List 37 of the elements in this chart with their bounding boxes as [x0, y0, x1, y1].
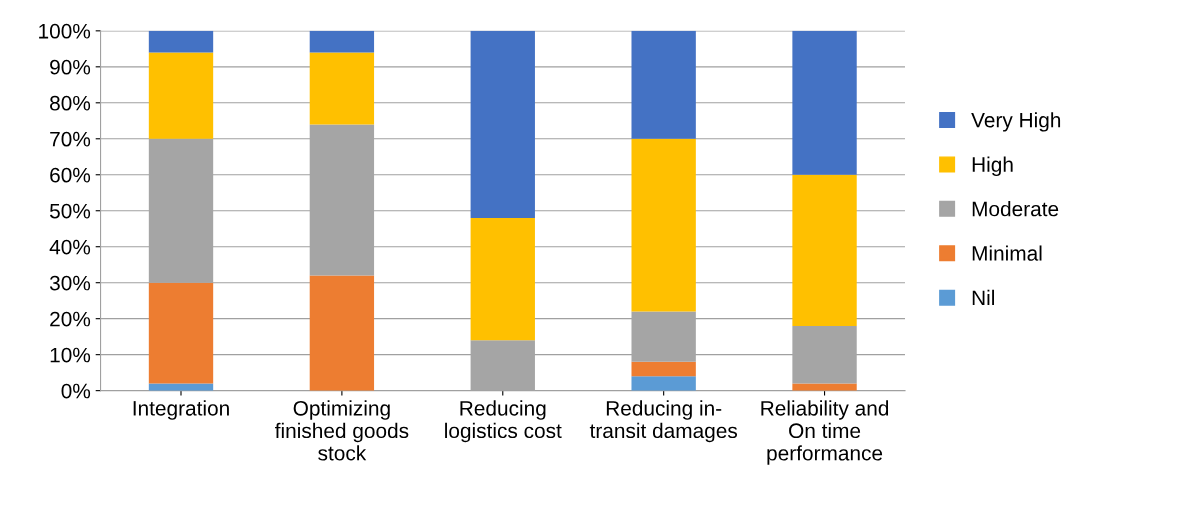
y-tick-label: 80% — [50, 95, 91, 111]
x-tick-label: Reducing in-transit damages — [589, 400, 738, 443]
bar — [631, 361, 696, 377]
legend-label: Nil — [972, 289, 994, 305]
bar — [148, 383, 214, 391]
x-tick-label: Optimizing finished goods stock — [275, 400, 409, 461]
y-tick-label: 90% — [50, 59, 91, 75]
x-tick-label: Reducing logistics cost — [445, 400, 562, 443]
y-tick-label: 50% — [49, 203, 91, 219]
bar — [148, 282, 214, 384]
bar — [470, 217, 535, 341]
y-tick-label: 20% — [50, 311, 91, 327]
bar — [631, 138, 696, 312]
bar — [792, 30, 857, 175]
legend-label: Very High — [971, 112, 1061, 132]
bar — [309, 52, 375, 125]
y-tick-label: 30% — [49, 275, 91, 291]
bar — [631, 376, 696, 391]
legend-label: Moderate — [972, 201, 1059, 217]
y-tick-label: 40% — [49, 239, 91, 255]
bar — [148, 52, 214, 139]
legend-label: Minimal — [972, 245, 1042, 261]
y-tick-label: 0% — [61, 383, 91, 399]
legend-label: High — [972, 156, 1013, 177]
bar — [470, 30, 535, 218]
bar — [148, 30, 214, 53]
bar — [309, 30, 375, 53]
y-tick-label: 10% — [50, 347, 91, 363]
y-tick-label: 60% — [50, 167, 91, 183]
bar — [792, 174, 857, 326]
bar — [309, 275, 375, 391]
bar — [792, 383, 857, 391]
bar — [631, 30, 696, 139]
x-tick-label: Integration — [133, 400, 229, 420]
y-tick-label: 100% — [39, 23, 91, 39]
y-tick-label: 70% — [50, 131, 91, 147]
x-tick-label: Reliability and On time performance — [761, 400, 889, 465]
